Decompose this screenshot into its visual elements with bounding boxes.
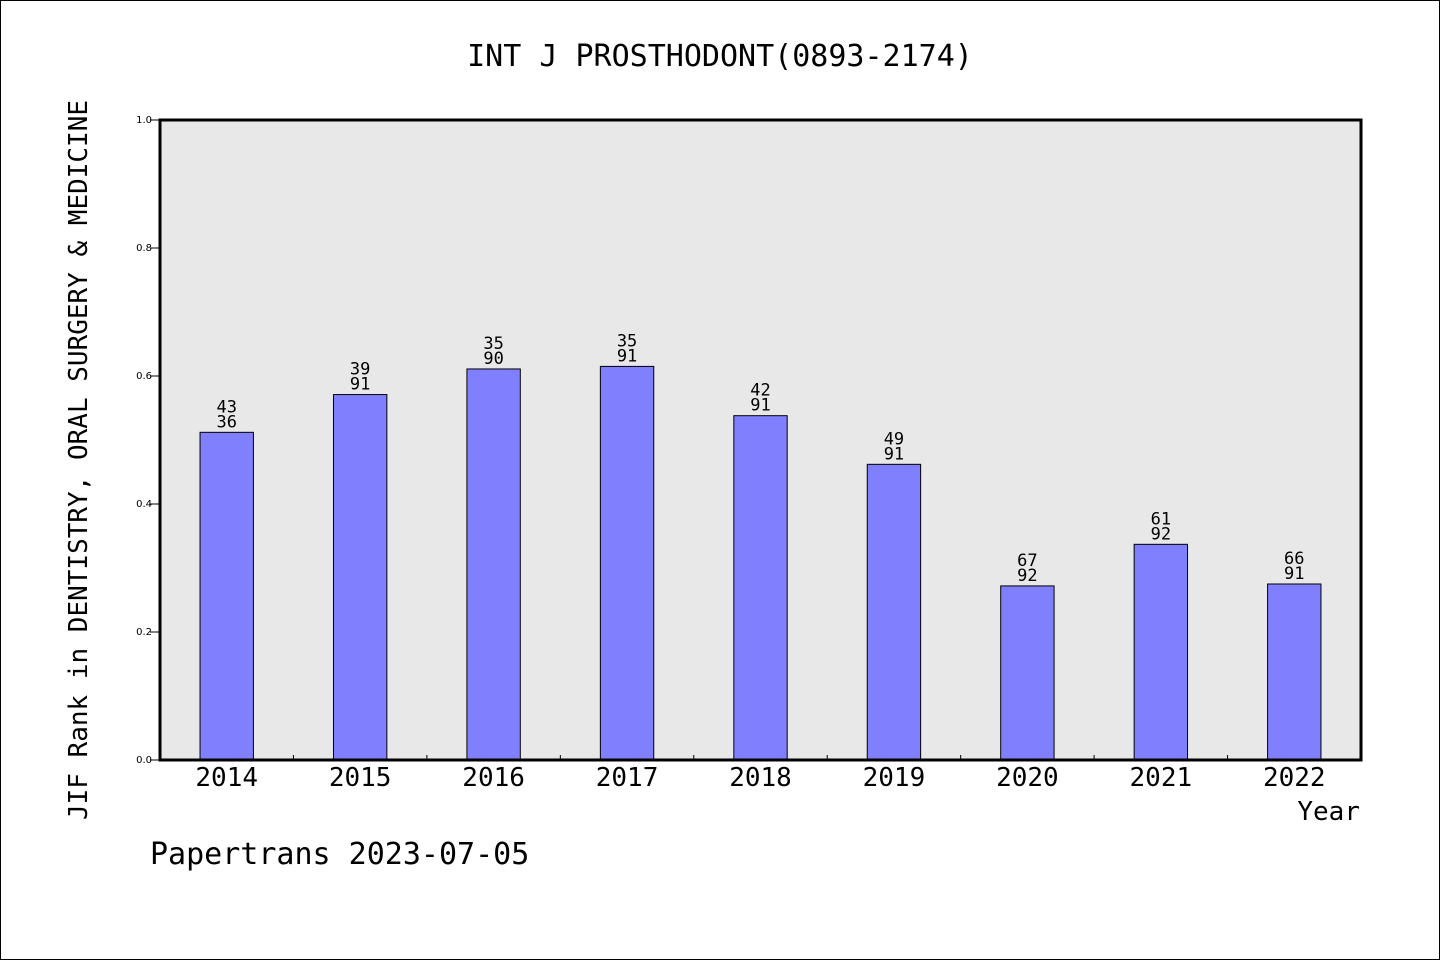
bar-label-rank: 35 <box>617 331 637 351</box>
bar-label-total: 92 <box>1017 566 1037 586</box>
x-tick-label: 2016 <box>462 763 525 793</box>
bar-label-total: 91 <box>884 444 904 464</box>
bar-label-total: 92 <box>1151 524 1171 544</box>
bar-2021 <box>1133 543 1189 761</box>
x-tick-label: 2020 <box>996 763 1059 793</box>
y-tick-label: 0.2 <box>136 627 152 638</box>
bar-label-total: 91 <box>1284 564 1304 584</box>
x-tick-label: 2019 <box>863 763 926 793</box>
bar-2017 <box>599 365 655 761</box>
bar-2022 <box>1267 583 1322 761</box>
bar-label-total: 90 <box>483 349 503 369</box>
bar-2018 <box>733 415 788 761</box>
x-tick-label: 2014 <box>195 763 258 793</box>
x-tick-label: 2021 <box>1130 763 1193 793</box>
bar-label-total: 91 <box>750 396 770 416</box>
bar-label-total: 91 <box>350 375 370 395</box>
y-tick-label: 0.6 <box>136 371 152 382</box>
x-axis: 2014 2015 2016 2017 2018 2019 2020 2021 2022 <box>195 755 1326 793</box>
y-axis: 0.0 0.2 0.4 0.6 0.8 1.0 <box>136 115 160 766</box>
bar-label-total: 36 <box>216 412 236 432</box>
y-tick-label: 0.8 <box>136 243 152 254</box>
bar-label-rank: 35 <box>483 334 503 354</box>
footer-credit: Papertrans 2023-07-05 <box>150 837 529 872</box>
x-tick-label: 2017 <box>596 763 659 793</box>
x-tick-label: 2015 <box>329 763 392 793</box>
chart-title: INT J PROSTHODONT(0893-2174) <box>467 39 973 74</box>
y-tick-label: 0.4 <box>136 499 152 510</box>
bar-2014 <box>199 431 254 761</box>
bar-2016 <box>466 368 521 761</box>
bar-label-rank: 61 <box>1151 509 1171 529</box>
y-tick-label: 0.0 <box>136 755 152 766</box>
bar-label-rank: 49 <box>884 429 904 449</box>
bar-2015 <box>332 394 388 761</box>
x-axis-label: Year <box>1297 797 1360 827</box>
y-tick-label: 1.0 <box>136 115 152 126</box>
bar-label-rank: 39 <box>350 360 370 380</box>
x-tick-label: 2022 <box>1263 763 1326 793</box>
bars-group <box>199 365 1322 761</box>
bar-label-total: 91 <box>617 346 637 366</box>
plot-border <box>158 118 1363 762</box>
bar-2020 <box>1000 585 1055 761</box>
bar-label-rank: 66 <box>1284 549 1304 569</box>
x-tick-label: 2018 <box>729 763 792 793</box>
y-axis-label: JIF Rank in DENTISTRY, ORAL SURGERY & ME… <box>64 100 94 820</box>
bar-label-rank: 67 <box>1017 551 1037 571</box>
bar-label-rank: 42 <box>750 381 770 401</box>
bar-label-rank: 43 <box>216 397 236 417</box>
bar-2019 <box>866 463 922 761</box>
